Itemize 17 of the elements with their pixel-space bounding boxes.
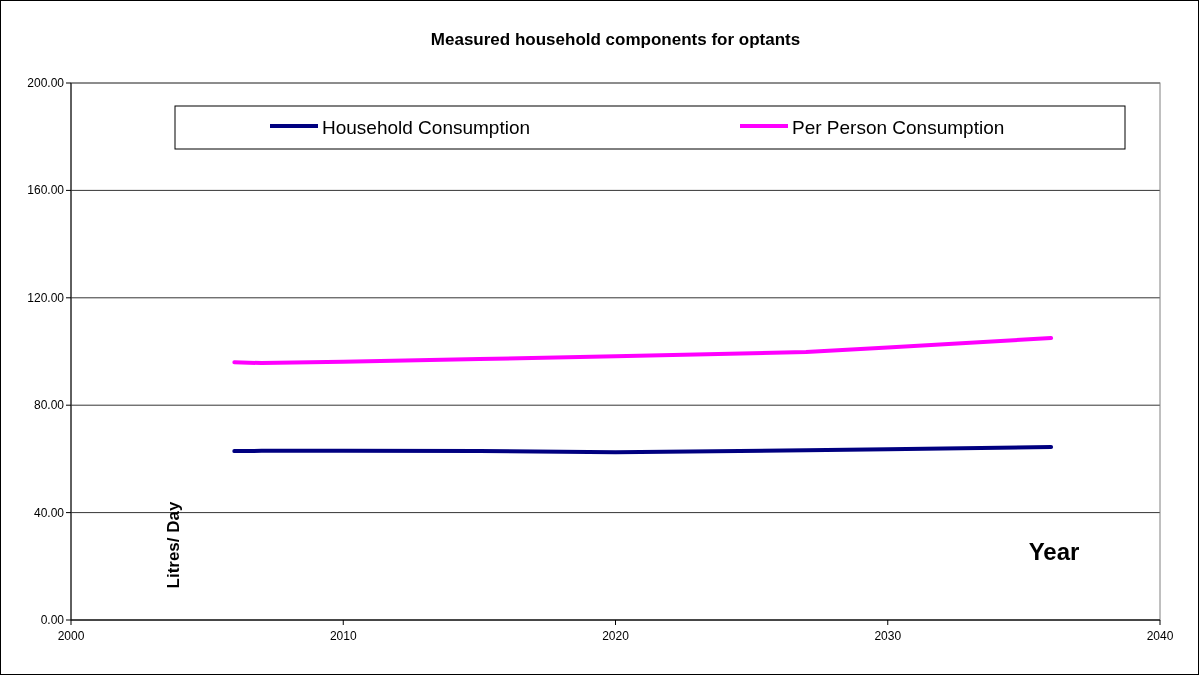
y-tick-label: 0.00: [40, 613, 65, 627]
legend-label: Household Consumption: [322, 117, 531, 138]
y-axis-title: Litres/ Day: [164, 501, 183, 589]
x-tick-label: 2040: [1146, 629, 1174, 643]
y-tick-label: 120.00: [27, 290, 65, 305]
x-tick-label: 2010: [329, 629, 357, 643]
x-axis-title: Year: [1028, 538, 1080, 565]
y-tick-label: 200.00: [27, 76, 65, 90]
y-tick-label: 160.00: [27, 183, 65, 198]
y-tick-label: 80.00: [33, 398, 65, 413]
x-tick-label: 2030: [874, 629, 902, 643]
legend-label: Per Person Consumption: [792, 117, 1005, 138]
y-tick-label: 40.00: [33, 505, 65, 520]
chart-title: Measured household components for optants: [430, 30, 801, 49]
x-tick-label: 2000: [57, 629, 85, 643]
line-series: [232, 336, 1054, 366]
x-tick-label: 2020: [602, 629, 630, 643]
